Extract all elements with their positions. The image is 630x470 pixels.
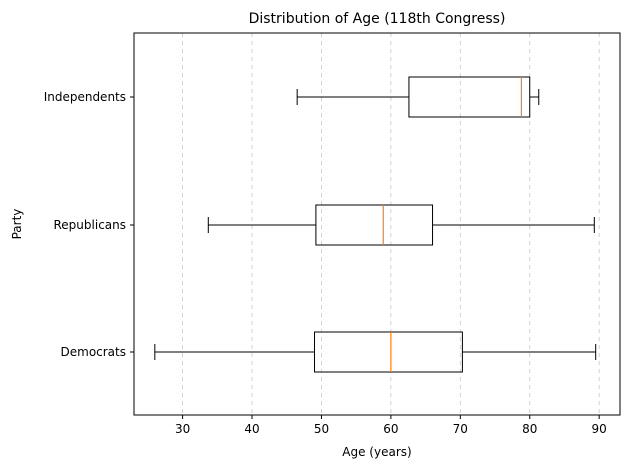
x-tick-label: 40	[244, 422, 259, 436]
chart-title: Distribution of Age (118th Congress)	[249, 11, 506, 27]
box-democrats	[154, 331, 597, 373]
y-tick-label: Republicans	[54, 218, 127, 232]
box-republicans	[207, 204, 595, 246]
x-axis: 30 40 50 60 70 80 90	[175, 415, 607, 436]
boxes	[154, 76, 597, 373]
y-tick-label: Independents	[44, 90, 126, 104]
y-axis: Democrats Republicans Independents	[44, 90, 134, 359]
x-tick-label: 50	[314, 422, 329, 436]
x-axis-label: Age (years)	[342, 445, 411, 459]
x-tick-label: 80	[522, 422, 537, 436]
plot-frame	[133, 32, 621, 416]
box-iqr	[314, 331, 463, 373]
y-tick-label: Democrats	[61, 345, 127, 359]
x-tick-label: 70	[453, 422, 468, 436]
x-tick-label: 90	[592, 422, 607, 436]
box-iqr	[408, 76, 531, 118]
y-axis-label: Party	[10, 209, 24, 240]
x-tick-label: 60	[383, 422, 398, 436]
box-independents	[296, 76, 540, 118]
box-iqr	[315, 204, 434, 246]
x-tick-label: 30	[175, 422, 190, 436]
